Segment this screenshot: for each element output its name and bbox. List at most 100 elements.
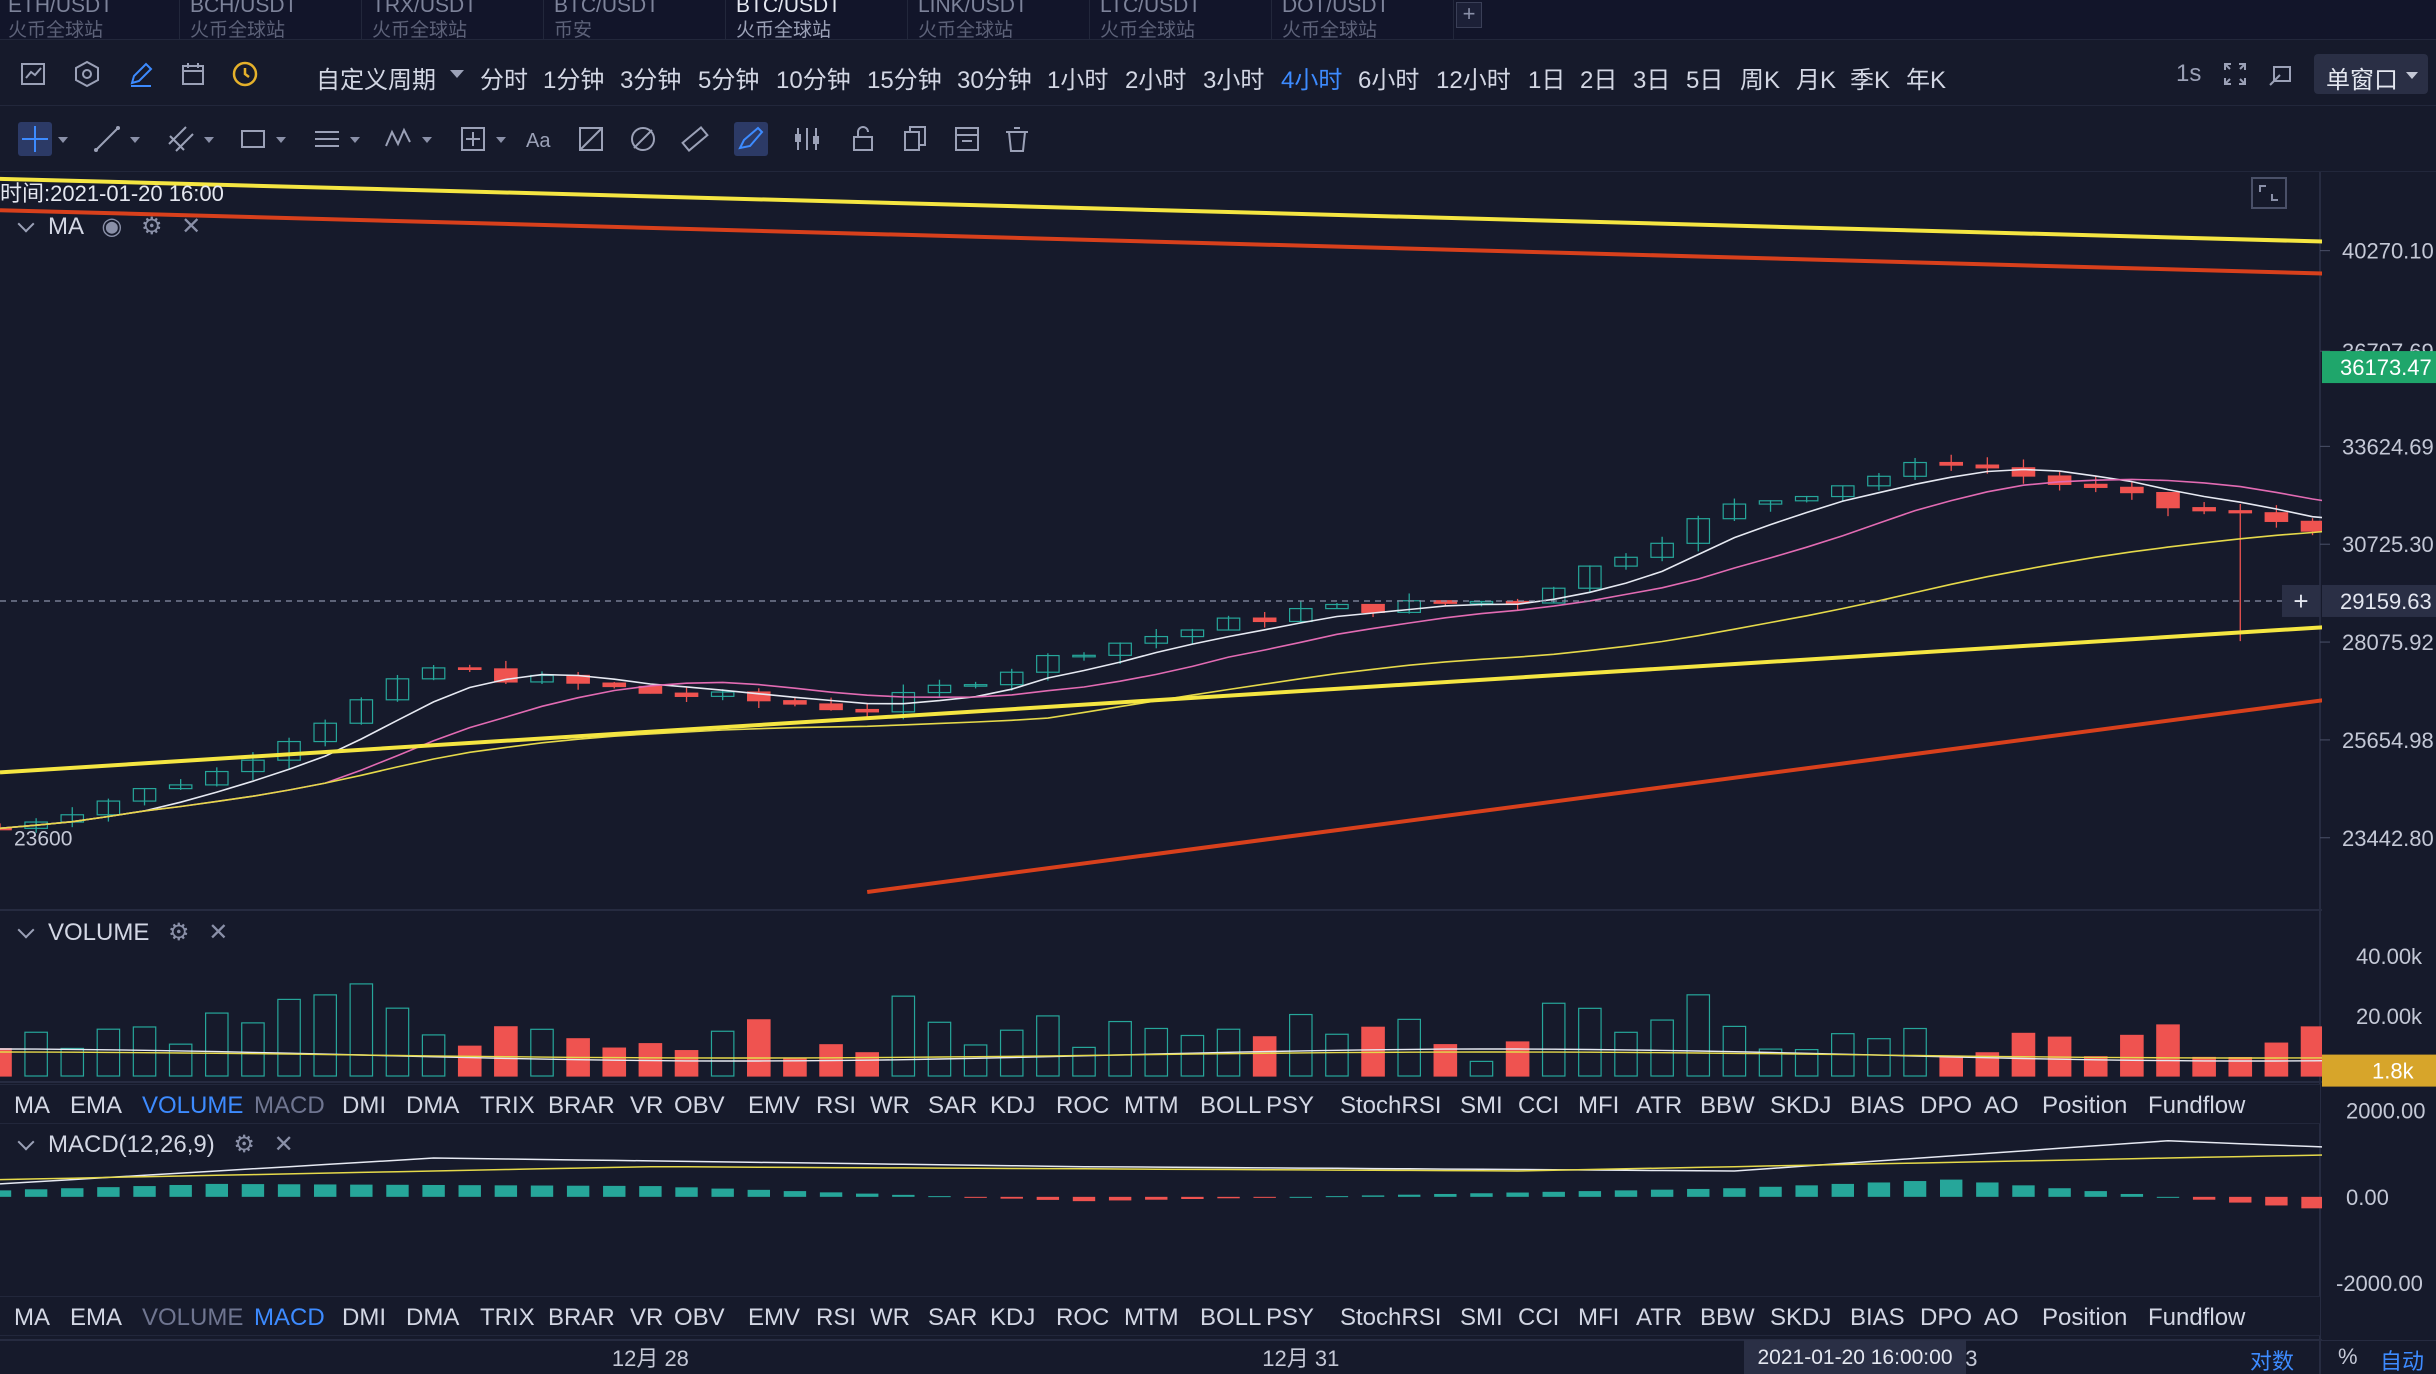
indicator-tab[interactable]: OBV [674,1092,725,1119]
period-option[interactable]: 3日 [1633,67,1671,94]
indicator-tab[interactable]: VR [630,1092,664,1119]
indicator-tab[interactable]: BIAS [1850,1092,1905,1119]
period-option[interactable]: 1日 [1528,67,1566,94]
percent-scale-toggle[interactable]: % [2338,1344,2358,1369]
indicator-tab[interactable]: ROC [1056,1304,1110,1331]
crosshair-tool-icon[interactable] [18,122,52,156]
indicator-tab[interactable]: WR [870,1304,910,1331]
trend-line-tool-icon[interactable] [90,122,124,156]
refresh-rate[interactable]: 1s [2176,60,2202,87]
copy-tool-icon[interactable] [898,122,932,156]
indicator-tab[interactable]: DPO [1920,1092,1973,1119]
eye-icon[interactable]: ◉ [101,213,123,240]
close-icon[interactable]: ✕ [208,919,229,946]
line-chart-icon[interactable] [18,59,48,89]
indicator-tab[interactable]: MACD [254,1304,325,1331]
period-option[interactable]: 5分钟 [698,67,760,94]
indicator-tab[interactable]: BBW [1700,1304,1755,1331]
rectangle-tool-icon[interactable] [236,122,270,156]
period-option[interactable]: 12小时 [1436,67,1511,94]
add-symbol-tab-button[interactable]: + [1456,2,1482,28]
chevron-down-icon[interactable] [17,921,35,939]
indicator-tab[interactable]: ROC [1056,1092,1110,1119]
indicator-tab[interactable]: CCI [1518,1092,1560,1119]
period-option[interactable]: 30分钟 [957,67,1032,94]
indicator-tab[interactable]: TRIX [480,1304,535,1331]
indicator-tab[interactable]: EMA [70,1304,123,1331]
text-tool-icon[interactable]: Aa [522,122,556,156]
indicator-tab[interactable]: DMA [406,1092,460,1119]
crosshair-add-button[interactable] [2282,584,2320,617]
period-option[interactable]: 2日 [1580,67,1618,94]
period-option[interactable]: 分时 [480,67,528,94]
indicator-tab[interactable]: VR [630,1304,664,1331]
indicator-tab[interactable]: KDJ [990,1092,1036,1119]
indicator-tab[interactable]: CCI [1518,1304,1560,1331]
symbol-tab[interactable]: LINK/USDT 火币全球站 [910,0,1090,41]
indicator-tab[interactable]: RSI [816,1304,857,1331]
period-option[interactable]: 10分钟 [776,67,851,94]
period-option[interactable]: 年K [1906,67,1947,94]
yellow-trendline[interactable] [0,172,2436,354]
chart-canvas[interactable]: 4190023600 40270.1036707.6933624.6930725… [0,172,2436,1374]
indicator-tab[interactable]: StochRSI [1340,1092,1442,1119]
pattern-tool-icon[interactable] [790,122,824,156]
indicator-tab[interactable]: SKDJ [1770,1092,1832,1119]
indicator-tab[interactable]: EMA [70,1092,123,1119]
chevron-down-icon[interactable] [204,137,214,143]
indicator-tab[interactable]: DPO [1920,1304,1973,1331]
delete-tool-icon[interactable] [1000,122,1034,156]
yellow-trendline[interactable] [0,366,2436,775]
indicator-tab[interactable]: AO [1984,1304,2019,1331]
indicator-tab[interactable]: DMA [406,1304,460,1331]
wave-tool-icon[interactable] [382,122,416,156]
symbol-tab[interactable]: LTC/USDT 火币全球站 [1092,0,1272,41]
period-option[interactable]: 15分钟 [867,67,942,94]
symbol-tab[interactable]: TRX/USDT 火币全球站 [364,0,544,41]
chevron-down-icon[interactable] [496,137,506,143]
indicator-tab[interactable]: MA [14,1092,50,1119]
indicator-tab[interactable]: BRAR [548,1304,615,1331]
indicator-tab[interactable]: AO [1984,1092,2019,1119]
chevron-down-icon[interactable] [58,137,68,143]
log-scale-toggle[interactable]: 对数 [2250,1349,2295,1374]
indicator-tab[interactable]: MACD [254,1092,325,1119]
symbol-tab[interactable]: ETH/USDT 火币全球站 [0,0,180,41]
chevron-down-icon[interactable] [17,1133,35,1151]
alert-clock-icon[interactable] [230,59,260,89]
indicator-tab[interactable]: ATR [1636,1092,1683,1119]
symbol-tab[interactable]: DOT/USDT 火币全球站 [1274,0,1454,41]
screenshot-icon[interactable] [2266,59,2296,89]
measure-tool-icon[interactable] [456,122,490,156]
fullscreen-icon[interactable] [2220,59,2250,89]
period-option[interactable]: 月K [1796,67,1837,94]
settings-icon[interactable]: ⚙ [140,213,163,240]
multi-line-tool-icon[interactable] [164,122,198,156]
chevron-down-icon[interactable] [350,137,360,143]
indicator-tab[interactable]: MTM [1124,1304,1179,1331]
period-option[interactable]: 3小时 [1203,67,1265,94]
indicator-tab[interactable]: StochRSI [1340,1304,1442,1331]
indicator-tab[interactable]: Fundflow [2148,1092,2246,1119]
indicator-tab[interactable]: SMI [1460,1092,1503,1119]
parallel-channel-tool-icon[interactable] [310,122,344,156]
draw-pen-icon[interactable] [126,59,156,89]
indicator-tab[interactable]: Position [2042,1092,2128,1119]
indicator-tab[interactable]: BIAS [1850,1304,1905,1331]
chevron-down-icon[interactable] [130,137,140,143]
indicator-tab[interactable]: DMI [342,1304,386,1331]
indicator-tab[interactable]: MA [14,1304,50,1331]
calendar-icon[interactable] [178,59,208,89]
gann-tool-icon[interactable] [626,122,660,156]
symbol-tab[interactable]: BTC/USDT 币安 [546,0,726,41]
indicator-tab[interactable]: BRAR [548,1092,615,1119]
brush-tool-icon[interactable] [734,122,768,156]
period-option[interactable]: 周K [1740,67,1781,94]
settings-icon[interactable]: ⚙ [233,1131,255,1158]
expand-pane-icon[interactable] [2251,177,2287,209]
period-option[interactable]: 4小时 [1281,67,1343,94]
indicator-tab[interactable]: DMI [342,1092,386,1119]
indicator-tab[interactable]: BOLL [1200,1304,1262,1331]
indicator-tab[interactable]: PSY [1266,1304,1315,1331]
period-option[interactable]: 5日 [1686,67,1724,94]
